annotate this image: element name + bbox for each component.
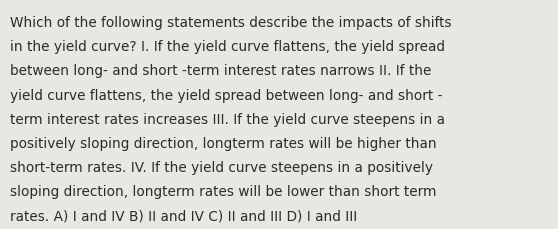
- Text: sloping direction, longterm rates will be lower than short term: sloping direction, longterm rates will b…: [10, 184, 436, 198]
- Text: positively sloping direction, longterm rates will be higher than: positively sloping direction, longterm r…: [10, 136, 437, 150]
- Text: between long- and short -term interest rates narrows II. If the: between long- and short -term interest r…: [10, 64, 431, 78]
- Text: rates. A) I and IV B) II and IV C) II and III D) I and III: rates. A) I and IV B) II and IV C) II an…: [10, 208, 357, 222]
- Text: term interest rates increases III. If the yield curve steepens in a: term interest rates increases III. If th…: [10, 112, 445, 126]
- Text: short-term rates. IV. If the yield curve steepens in a positively: short-term rates. IV. If the yield curve…: [10, 160, 433, 174]
- Text: yield curve flattens, the yield spread between long- and short -: yield curve flattens, the yield spread b…: [10, 88, 442, 102]
- Text: Which of the following statements describe the impacts of shifts: Which of the following statements descri…: [10, 16, 451, 30]
- Text: in the yield curve? I. If the yield curve flattens, the yield spread: in the yield curve? I. If the yield curv…: [10, 40, 445, 54]
